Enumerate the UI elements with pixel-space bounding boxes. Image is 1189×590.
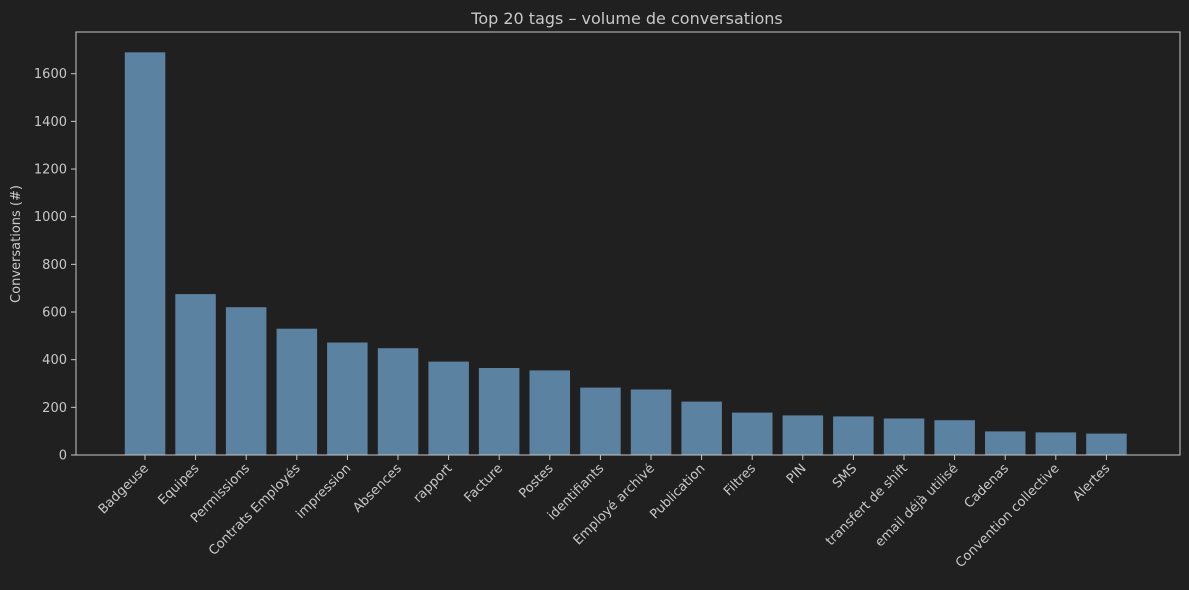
y-tick-label-7: 1400 — [34, 115, 67, 130]
x-tick-label-5: Absences — [350, 461, 405, 516]
y-tick-label-1: 200 — [42, 401, 67, 416]
y-axis-label: Conversations (#) — [9, 185, 24, 303]
y-tick-label-4: 800 — [42, 258, 67, 273]
bar-0 — [124, 52, 166, 456]
chart-title: Top 20 tags – volume de conversations — [470, 9, 782, 28]
x-tick-label-6: rapport — [411, 461, 456, 506]
x-tick-label-13: PIN — [784, 461, 810, 487]
y-tick-label-5: 1000 — [34, 210, 67, 225]
y-tick-label-6: 1200 — [34, 163, 67, 178]
bar-9 — [580, 387, 621, 455]
x-tick-label-14: SMS — [830, 461, 860, 491]
bar-16 — [934, 420, 975, 455]
y-axis: 0 200 400 600 800 1000 1200 1400 1600 — [34, 67, 76, 464]
x-tick-label-12: Filtres — [721, 461, 759, 499]
x-tick-label-0: Badgeuse — [96, 461, 152, 517]
bar-11 — [681, 401, 722, 455]
bar-17 — [985, 431, 1026, 455]
bar-6 — [428, 361, 469, 455]
bar-4 — [327, 342, 368, 455]
y-tick-label-0: 0 — [59, 449, 67, 464]
x-tick-label-7: Facture — [462, 461, 506, 505]
bar-7 — [478, 368, 520, 455]
plot-frame — [75, 31, 1181, 456]
bar-5 — [377, 348, 419, 455]
bar-2 — [225, 307, 267, 455]
x-tick-label-8: Postes — [516, 461, 556, 501]
x-tick-label-1: Equipes — [156, 461, 203, 508]
x-tick-label-18: Convention collective — [953, 461, 1063, 571]
x-tick-label-4: impression — [293, 461, 354, 522]
x-tick-label-19: Alertes — [1070, 461, 1113, 504]
bar-19 — [1086, 433, 1127, 455]
bar-13 — [782, 415, 824, 455]
bar-3 — [276, 328, 318, 455]
bar-18 — [1035, 432, 1077, 455]
bar-1 — [175, 294, 216, 455]
x-tick-label-11: Publication — [647, 461, 708, 522]
bars-group — [124, 52, 1127, 456]
x-tick-label-3: Contrats Employés — [206, 461, 304, 559]
y-tick-label-2: 400 — [42, 353, 67, 368]
bar-12 — [732, 412, 773, 455]
y-tick-label-3: 600 — [42, 306, 67, 321]
bar-10 — [630, 389, 672, 455]
bar-14 — [833, 416, 874, 455]
bar-8 — [529, 370, 570, 455]
y-tick-label-8: 1600 — [34, 67, 67, 82]
x-tick-label-17: Cadenas — [962, 461, 1013, 512]
bar-15 — [883, 418, 925, 455]
